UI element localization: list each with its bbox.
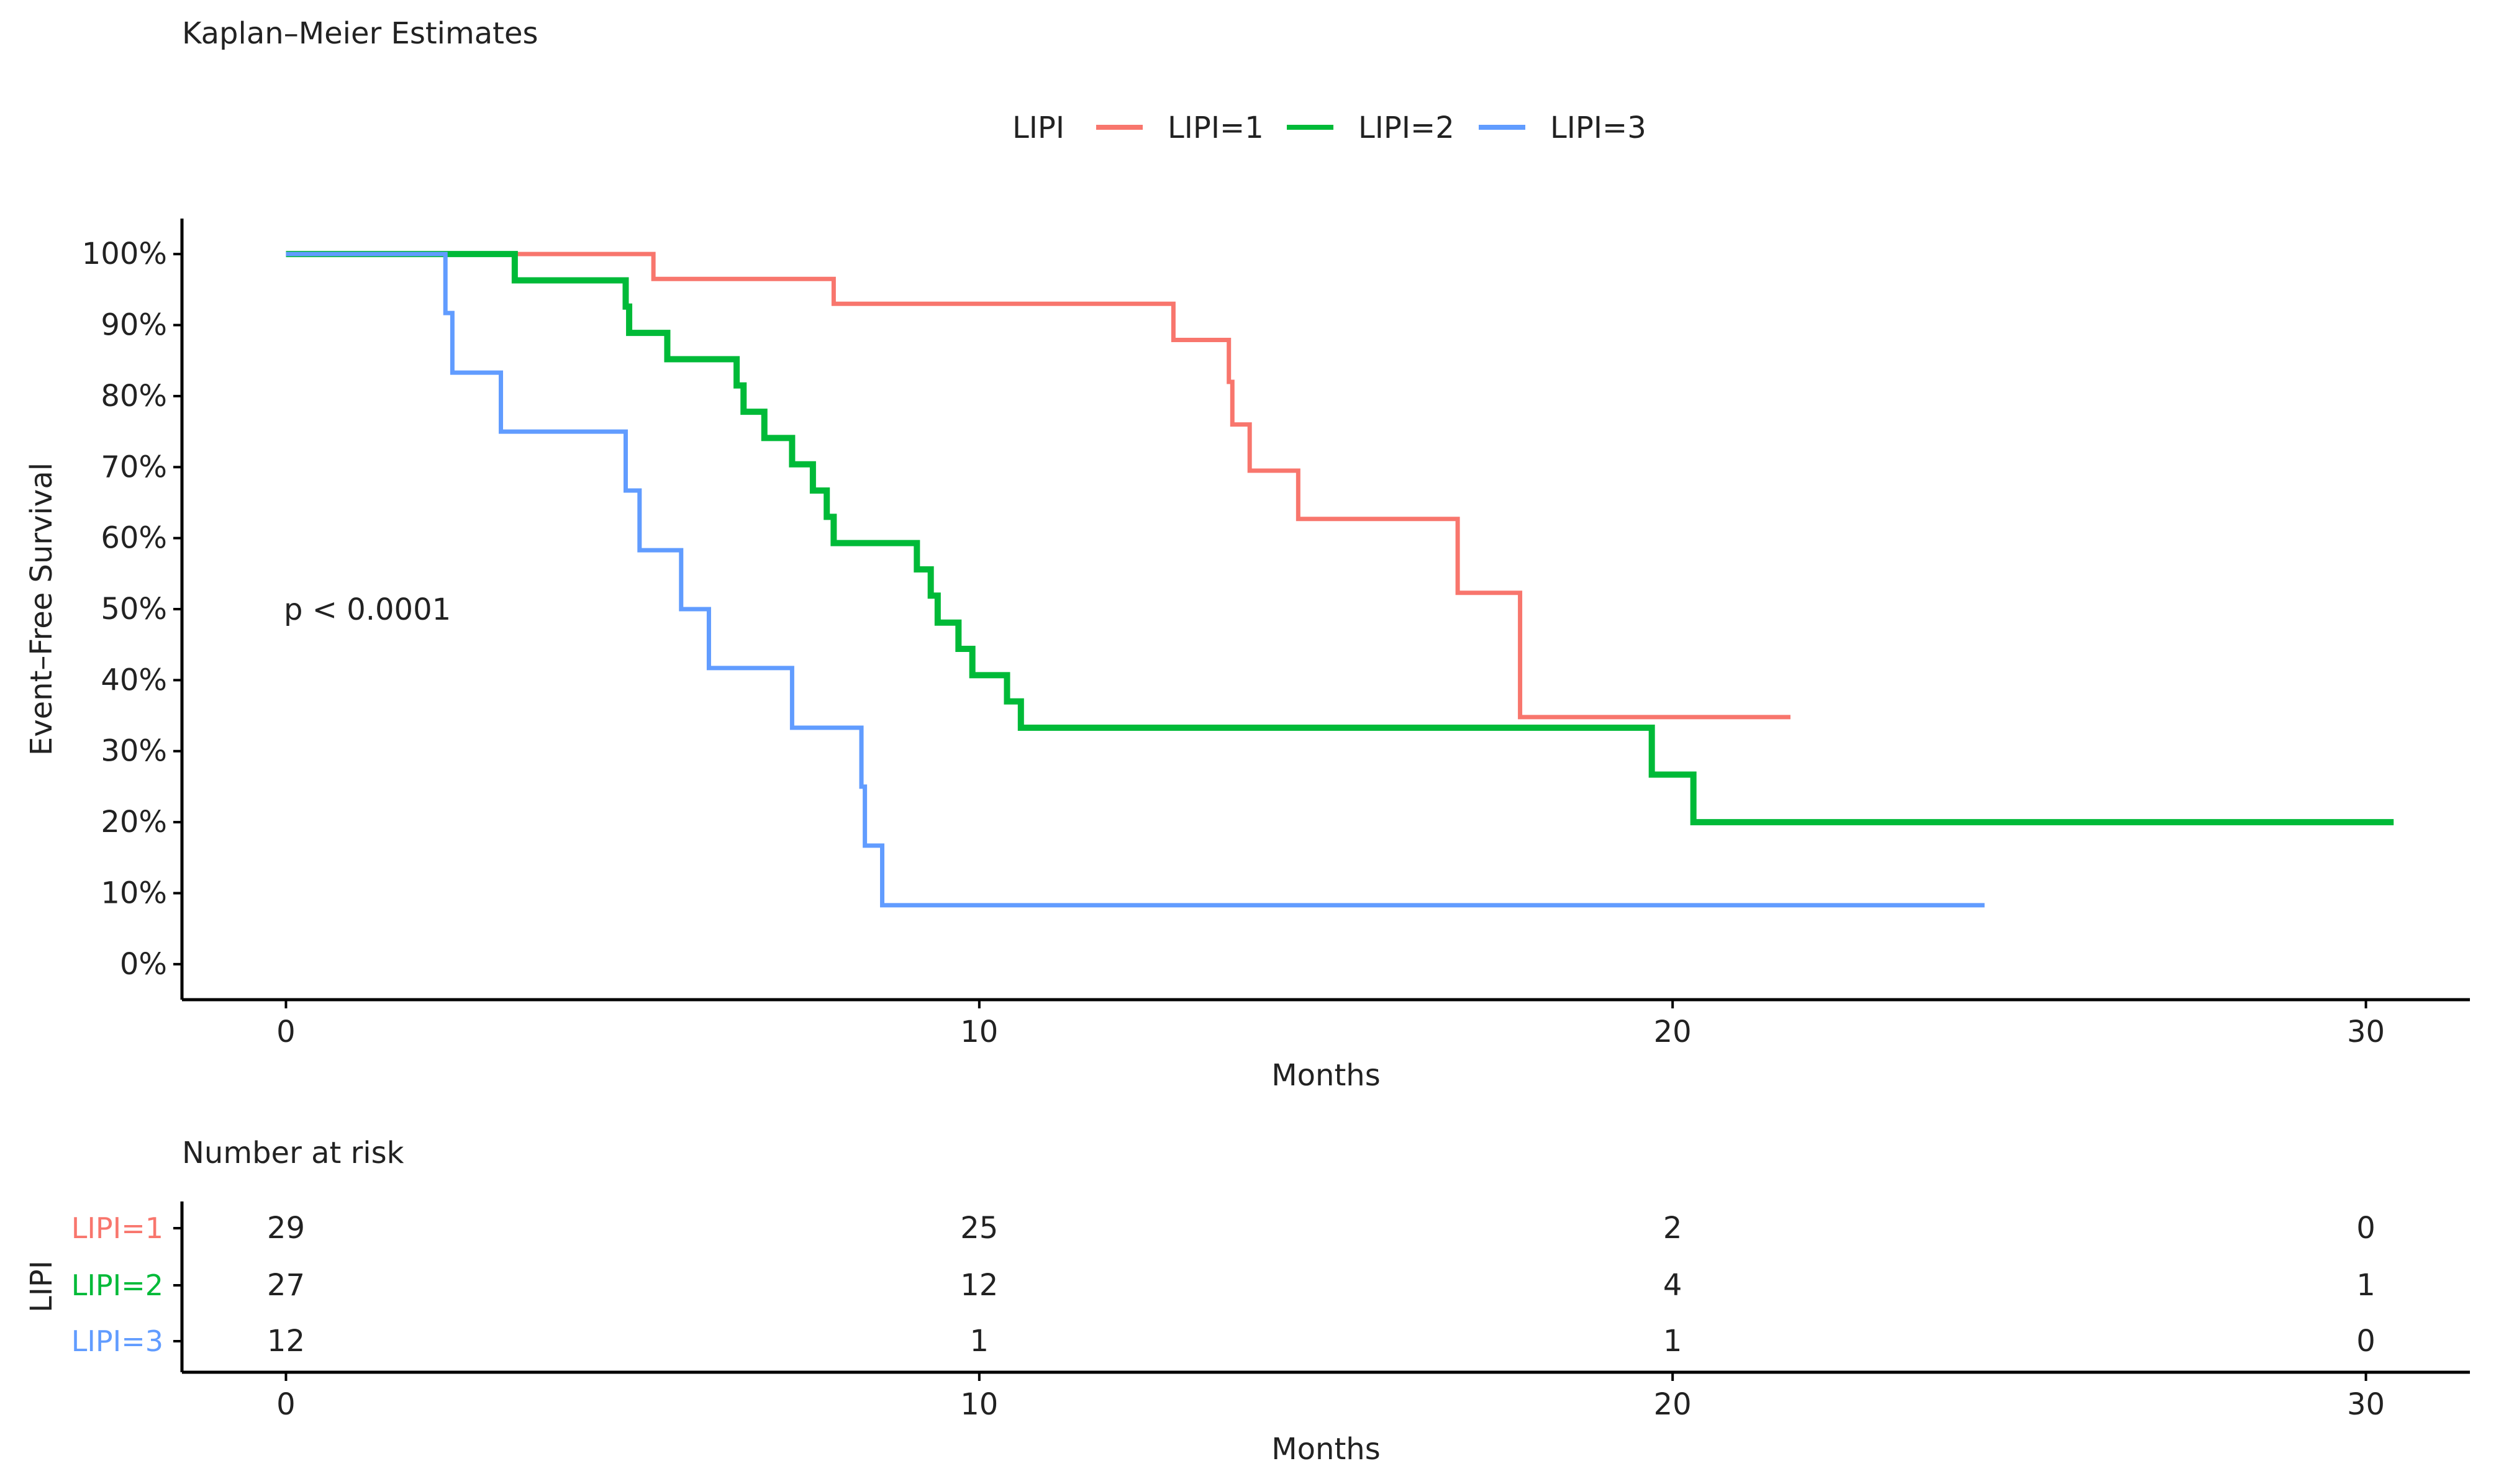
legend-label-lipi-1: LIPI=1	[1168, 111, 1264, 145]
y-tick-label: 60%	[101, 521, 167, 556]
y-tick-label: 50%	[101, 592, 167, 627]
y-tick-label: 90%	[101, 308, 167, 343]
risk-count: 0	[2356, 1324, 2376, 1359]
legend: LIPI LIPI=1 LIPI=2 LIPI=3	[1012, 111, 1646, 145]
y-tick-label: 20%	[101, 805, 167, 839]
curve-lipi-2	[286, 251, 2394, 826]
risk-count: 2	[1663, 1211, 1682, 1246]
risk-count: 25	[960, 1211, 998, 1246]
x-axis-label: Months	[1271, 1058, 1380, 1093]
y-axis-ticks: 0% 10% 20% 30% 40% 50% 60% 70% 80% 90% 100%	[82, 237, 182, 982]
risk-row-label: LIPI=3	[71, 1324, 163, 1358]
y-tick-label: 70%	[101, 450, 167, 484]
risk-x-tick-label: 10	[960, 1387, 998, 1422]
chart-title: Kaplan–Meier Estimates	[182, 16, 538, 51]
y-tick-label: 30%	[101, 734, 167, 769]
risk-x-axis-label: Months	[1271, 1432, 1380, 1467]
risk-count: 1	[2356, 1268, 2376, 1303]
curve-lipi-3	[286, 251, 1985, 908]
risk-count: 27	[267, 1268, 305, 1303]
survival-plot: 0% 10% 20% 30% 40% 50% 60% 70% 80% 90% 100% 0 10 20 3…	[24, 219, 2470, 1093]
p-value-annotation: p < 0.0001	[284, 592, 451, 627]
risk-count: 29	[267, 1211, 305, 1246]
risk-row-label: LIPI=1	[71, 1211, 163, 1245]
legend-title: LIPI	[1012, 111, 1064, 145]
x-axis-ticks: 0 10 20 30	[276, 1000, 2385, 1049]
risk-x-tick-label: 0	[276, 1387, 296, 1422]
risk-table-x-ticks: 0 10 20 30	[276, 1372, 2385, 1422]
survival-curves	[286, 251, 2394, 908]
x-tick-label: 0	[276, 1015, 296, 1049]
y-tick-label: 40%	[101, 663, 167, 697]
y-axis-label: Event–Free Survival	[24, 463, 59, 756]
x-tick-label: 30	[2347, 1015, 2385, 1049]
risk-x-tick-label: 20	[1654, 1387, 1692, 1422]
risk-count: 1	[970, 1324, 989, 1359]
curve-lipi-1	[286, 251, 1790, 720]
risk-count: 4	[1663, 1268, 1682, 1303]
risk-count: 12	[267, 1324, 305, 1359]
risk-x-tick-label: 30	[2347, 1387, 2385, 1422]
y-tick-label: 80%	[101, 379, 167, 414]
risk-count: 0	[2356, 1211, 2376, 1246]
legend-label-lipi-2: LIPI=2	[1358, 111, 1454, 145]
risk-table-title: Number at risk	[182, 1136, 404, 1170]
risk-table-rows: LIPI=1 29 25 2 0 LIPI=2 27 12 4 1 LIPI=3 12 1 1 0	[71, 1211, 2376, 1359]
x-tick-label: 10	[960, 1015, 998, 1049]
risk-row-label: LIPI=2	[71, 1269, 163, 1302]
risk-y-axis-label: LIPI	[24, 1260, 59, 1313]
risk-count: 1	[1663, 1324, 1682, 1359]
x-tick-label: 20	[1654, 1015, 1692, 1049]
risk-count: 12	[960, 1268, 998, 1303]
y-tick-label: 100%	[82, 237, 167, 271]
legend-label-lipi-3: LIPI=3	[1550, 111, 1646, 145]
y-tick-label: 0%	[120, 947, 167, 982]
y-tick-label: 10%	[101, 875, 167, 910]
